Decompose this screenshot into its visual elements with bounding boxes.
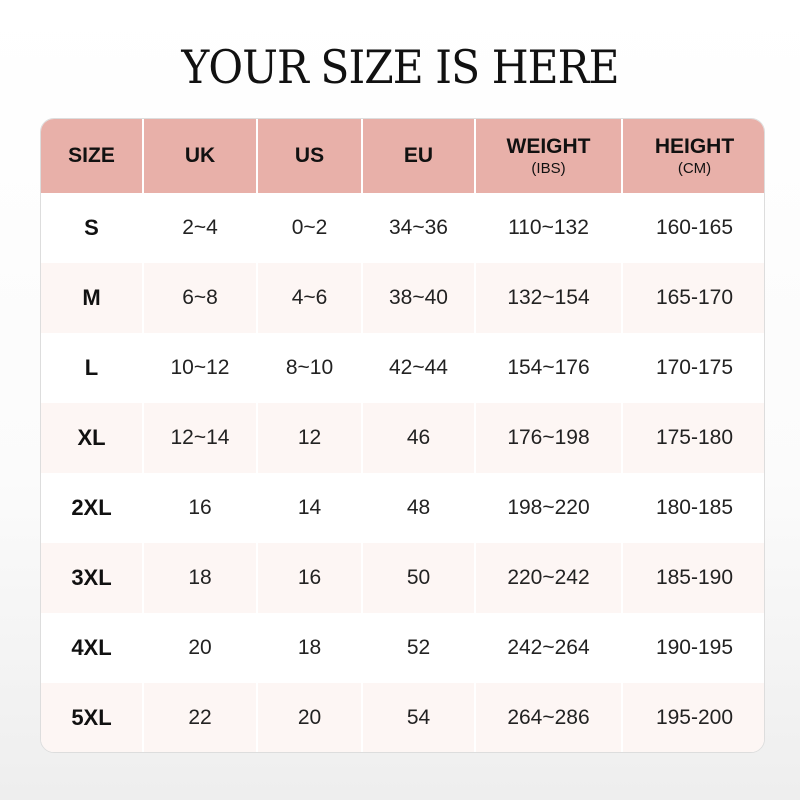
table-cell: 38~40 <box>363 263 476 333</box>
table-cell: 20 <box>258 683 363 752</box>
table-cell: 170-175 <box>655 356 734 379</box>
table-cell: 42~44 <box>363 333 476 403</box>
table-cell: 160-165 <box>655 216 734 239</box>
table-cell: 22 <box>144 683 258 752</box>
table-cell: 8~10 <box>258 333 363 403</box>
size-label: M <box>41 263 144 333</box>
column-label: HEIGHT <box>654 135 735 158</box>
table-cell: 14 <box>258 473 363 543</box>
table-cell: 18 <box>144 543 258 613</box>
table-cell: 48 <box>363 473 476 543</box>
table-cell: 6~8 <box>144 263 258 333</box>
size-chart-table: SIZE UK US EU WEIGHT (IBS) HEIGHT (CM) S 2~4 0~2 3… <box>40 118 765 753</box>
table-cell: 52 <box>363 613 476 683</box>
table-cell: 10~12 <box>144 333 258 403</box>
column-label: UK <box>184 144 216 167</box>
table-cell: 16 <box>258 543 363 613</box>
table-cell: 4~6 <box>258 263 363 333</box>
size-label: 3XL <box>41 543 144 613</box>
column-unit: (IBS) <box>531 160 566 177</box>
table-row: L 10~12 8~10 42~44 154~176 170-175 <box>41 333 764 403</box>
table-cell: 54 <box>363 683 476 752</box>
column-header: US <box>258 119 363 193</box>
table-cell: 165-170 <box>655 286 734 309</box>
table-cell: 190-195 <box>655 636 734 659</box>
column-label: US <box>294 144 325 167</box>
table-cell: 12~14 <box>144 403 258 473</box>
table-row: XL 12~14 12 46 176~198 175-180 <box>41 403 764 473</box>
page-title: YOUR SIZE IS HERE <box>181 40 619 94</box>
table-cell: 220~242 <box>476 543 623 613</box>
size-label: 5XL <box>41 683 144 752</box>
table-cell: 132~154 <box>476 263 623 333</box>
table-cell: 16 <box>144 473 258 543</box>
table-cell: 110~132 <box>476 193 623 263</box>
size-label: S <box>41 193 144 263</box>
size-label: XL <box>41 403 144 473</box>
table-cell: 180-185 <box>655 496 734 519</box>
size-label: 4XL <box>41 613 144 683</box>
table-cell: 154~176 <box>476 333 623 403</box>
column-header: WEIGHT (IBS) <box>476 119 623 193</box>
table-cell: 12 <box>258 403 363 473</box>
table-cell: 0~2 <box>258 193 363 263</box>
table-cell: 185-190 <box>655 566 734 589</box>
column-label: EU <box>403 144 434 167</box>
table-cell: 34~36 <box>363 193 476 263</box>
table-cell: 264~286 <box>476 683 623 752</box>
column-header: EU <box>363 119 476 193</box>
table-cell: 2~4 <box>144 193 258 263</box>
column-header: SIZE <box>41 119 144 193</box>
table-cell: 175-180 <box>655 426 734 449</box>
table-cell: 198~220 <box>476 473 623 543</box>
table-cell: 176~198 <box>476 403 623 473</box>
column-unit: (CM) <box>677 160 712 177</box>
table-header: SIZE UK US EU WEIGHT (IBS) HEIGHT (CM) <box>41 119 764 193</box>
table-row: 3XL 18 16 50 220~242 185-190 <box>41 543 764 613</box>
table-cell: 20 <box>144 613 258 683</box>
column-header: HEIGHT (CM) <box>623 119 764 193</box>
table-cell: 18 <box>258 613 363 683</box>
table-row: 2XL 16 14 48 198~220 180-185 <box>41 473 764 543</box>
column-header: UK <box>144 119 258 193</box>
column-label: WEIGHT <box>506 135 591 158</box>
table-row: 4XL 20 18 52 242~264 190-195 <box>41 613 764 683</box>
table-cell: 242~264 <box>476 613 623 683</box>
table-cell: 195-200 <box>655 706 734 729</box>
table-cell: 46 <box>363 403 476 473</box>
size-label: 2XL <box>41 473 144 543</box>
table-row: 5XL 22 20 54 264~286 195-200 <box>41 683 764 752</box>
column-label: SIZE <box>68 144 115 167</box>
size-label: L <box>41 333 144 403</box>
table-row: M 6~8 4~6 38~40 132~154 165-170 <box>41 263 764 333</box>
table-row: S 2~4 0~2 34~36 110~132 160-165 <box>41 193 764 263</box>
table-cell: 50 <box>363 543 476 613</box>
